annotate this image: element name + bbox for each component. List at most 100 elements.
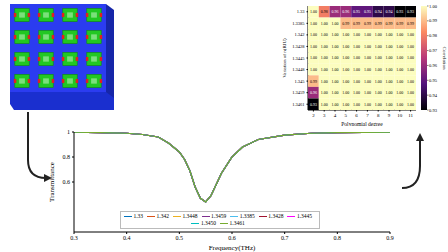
svg-text:1.345: 1.345 (294, 79, 305, 84)
svg-text:0.95: 0.95 (364, 9, 371, 14)
svg-text:1.00: 1.00 (364, 55, 371, 60)
svg-text:1.00: 1.00 (396, 90, 403, 95)
svg-text:5: 5 (345, 113, 348, 118)
svg-text:1.33: 1.33 (297, 9, 306, 14)
svg-text:1.00: 1.00 (353, 79, 360, 84)
svg-text:1.00: 1.00 (353, 44, 360, 49)
svg-text:0.3: 0.3 (70, 235, 78, 241)
svg-text:0.93: 0.93 (396, 9, 403, 14)
svg-text:1.00: 1.00 (407, 67, 414, 72)
svg-text:1.00: 1.00 (364, 67, 371, 72)
svg-text:0.6: 0.6 (63, 179, 71, 185)
svg-text:1.00: 1.00 (375, 102, 382, 107)
svg-text:0.9: 0.9 (386, 235, 394, 241)
svg-text:1.00: 1.00 (310, 9, 317, 14)
svg-text:0.5: 0.5 (176, 235, 184, 241)
svg-text:4: 4 (334, 113, 337, 118)
svg-text:0.93: 0.93 (407, 9, 414, 14)
svg-text:1.00: 1.00 (396, 79, 403, 84)
svg-text:1.00: 1.00 (396, 55, 403, 60)
svg-text:0.8: 0.8 (334, 235, 342, 241)
svg-text:0.99: 0.99 (407, 21, 414, 26)
svg-text:1.00: 1.00 (342, 79, 349, 84)
svg-text:1.00: 1.00 (375, 79, 382, 84)
svg-text:1.00: 1.00 (386, 79, 393, 84)
svg-text:10: 10 (397, 113, 403, 118)
svg-text:0.95: 0.95 (429, 78, 438, 83)
svg-text:2: 2 (312, 113, 315, 118)
svg-text:1.00: 1.00 (310, 67, 317, 72)
svg-text:3: 3 (323, 113, 326, 118)
svg-text:1.3459: 1.3459 (292, 90, 305, 95)
svg-text:1.00: 1.00 (332, 55, 339, 60)
svg-text:1.00: 1.00 (386, 67, 393, 72)
svg-text:1.00: 1.00 (342, 44, 349, 49)
svg-text:1.00: 1.00 (407, 79, 414, 84)
svg-text:1.00: 1.00 (396, 102, 403, 107)
svg-text:6: 6 (355, 113, 358, 118)
svg-text:1.00: 1.00 (386, 32, 393, 37)
svg-text:0.94: 0.94 (386, 9, 393, 14)
svg-text:0.94: 0.94 (375, 9, 382, 14)
svg-text:1.00: 1.00 (375, 32, 382, 37)
svg-text:1.00: 1.00 (364, 32, 371, 37)
svg-text:1.00: 1.00 (407, 90, 414, 95)
svg-text:0.96: 0.96 (310, 90, 317, 95)
svg-text:1.00: 1.00 (364, 79, 371, 84)
svg-text:0.98: 0.98 (321, 9, 328, 14)
svg-text:0.99: 0.99 (396, 21, 403, 26)
svg-text:1.00: 1.00 (386, 102, 393, 107)
svg-text:Polynomial degree: Polynomial degree (341, 121, 383, 126)
svg-text:1.00: 1.00 (407, 55, 414, 60)
svg-text:0.99: 0.99 (375, 21, 382, 26)
svg-text:0.99: 0.99 (429, 18, 438, 23)
svg-text:0.98: 0.98 (429, 33, 438, 38)
svg-text:1.00: 1.00 (364, 102, 371, 107)
svg-text:1.00: 1.00 (396, 32, 403, 37)
svg-text:1.00: 1.00 (386, 44, 393, 49)
svg-text:1.3445: 1.3445 (292, 56, 305, 61)
svg-text:1.3385: 1.3385 (292, 21, 305, 26)
svg-text:1.00: 1.00 (342, 55, 349, 60)
svg-text:0.6: 0.6 (228, 235, 236, 241)
svg-text:1.00: 1.00 (321, 102, 328, 107)
svg-text:1.00: 1.00 (375, 67, 382, 72)
svg-text:7: 7 (366, 113, 369, 118)
svg-text:0.93: 0.93 (310, 102, 317, 107)
svg-text:0.99: 0.99 (310, 79, 317, 84)
svg-text:1.00: 1.00 (332, 67, 339, 72)
svg-text:1.00: 1.00 (321, 55, 328, 60)
svg-text:9: 9 (388, 113, 391, 118)
svg-text:11: 11 (408, 113, 413, 118)
svg-text:1.00: 1.00 (353, 90, 360, 95)
svg-text:1.00: 1.00 (364, 90, 371, 95)
svg-text:0.99: 0.99 (386, 21, 393, 26)
svg-text:1.00: 1.00 (353, 32, 360, 37)
svg-text:1.00: 1.00 (321, 32, 328, 37)
svg-text:1.00: 1.00 (342, 67, 349, 72)
svg-text:1.00: 1.00 (332, 44, 339, 49)
svg-text:1.3428: 1.3428 (292, 44, 305, 49)
svg-text:1.342: 1.342 (294, 32, 304, 37)
svg-text:1.00: 1.00 (310, 32, 317, 37)
svg-text:0.93: 0.93 (429, 108, 438, 113)
svg-text:1.00: 1.00 (321, 44, 328, 49)
svg-text:1.00: 1.00 (321, 79, 328, 84)
svg-text:0.99: 0.99 (364, 21, 371, 26)
svg-text:1.00: 1.00 (321, 21, 328, 26)
svg-text:1.00: 1.00 (364, 44, 371, 49)
svg-text:1.00: 1.00 (396, 67, 403, 72)
svg-text:1.00: 1.00 (321, 67, 328, 72)
svg-text:1.00: 1.00 (332, 21, 339, 26)
svg-text:1.00: 1.00 (342, 32, 349, 37)
svg-text:1.00: 1.00 (310, 55, 317, 60)
svg-text:1.00: 1.00 (407, 44, 414, 49)
svg-text:Transmittance: Transmittance (48, 162, 56, 202)
svg-text:8: 8 (377, 113, 380, 118)
svg-text:1.00: 1.00 (353, 67, 360, 72)
svg-text:1.00: 1.00 (332, 90, 339, 95)
svg-text:1.00: 1.00 (342, 102, 349, 107)
svg-text:0.96: 0.96 (429, 63, 438, 68)
svg-text:1.00: 1.00 (386, 55, 393, 60)
svg-text:0.7: 0.7 (281, 235, 289, 241)
